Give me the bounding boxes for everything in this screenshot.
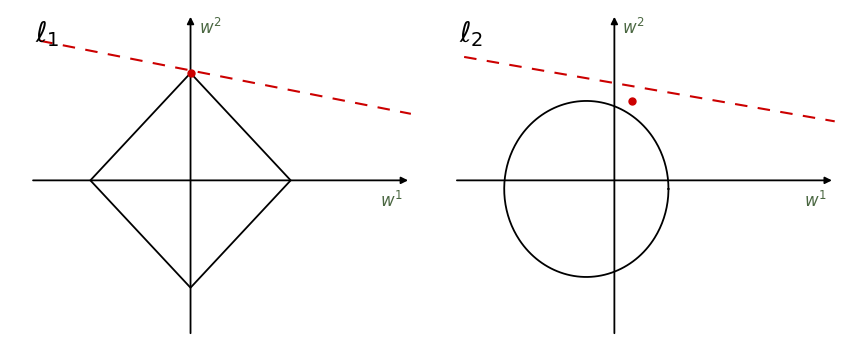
Text: $w^1$: $w^1$ [804, 191, 827, 211]
Text: $w^2$: $w^2$ [623, 18, 645, 38]
Text: $w^2$: $w^2$ [199, 18, 221, 38]
Text: $w^1$: $w^1$ [380, 191, 403, 211]
Text: $\ell_1$: $\ell_1$ [35, 19, 60, 49]
Text: $\ell_2$: $\ell_2$ [459, 19, 484, 49]
